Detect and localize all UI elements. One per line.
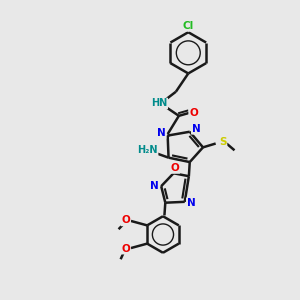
Text: O: O — [171, 163, 179, 173]
Text: N: N — [150, 181, 159, 190]
Text: HN: HN — [151, 98, 167, 109]
Text: Cl: Cl — [183, 21, 194, 31]
Text: O: O — [121, 215, 130, 225]
Text: N: N — [192, 124, 201, 134]
Text: O: O — [121, 244, 130, 254]
Text: N: N — [187, 198, 196, 208]
Text: H₂N: H₂N — [137, 145, 158, 155]
Text: N: N — [157, 128, 166, 138]
Text: O: O — [189, 108, 198, 118]
Text: S: S — [219, 137, 226, 147]
